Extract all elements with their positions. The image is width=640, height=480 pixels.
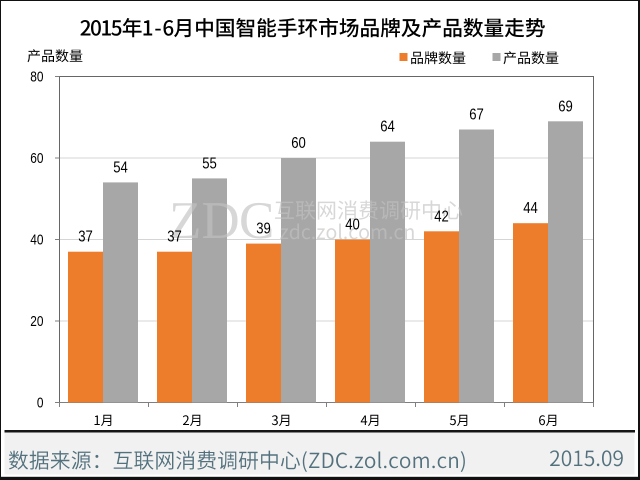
svg-text:67: 67 (469, 106, 484, 123)
svg-text:69: 69 (558, 98, 573, 115)
svg-text:C: C (239, 192, 274, 250)
svg-text:20: 20 (30, 313, 43, 329)
svg-text:44: 44 (523, 200, 538, 217)
svg-text:37: 37 (78, 229, 93, 246)
svg-text:39: 39 (256, 220, 271, 237)
svg-text:55: 55 (202, 155, 217, 172)
svg-text:60: 60 (30, 150, 43, 166)
svg-text:54: 54 (113, 159, 128, 176)
svg-text:37: 37 (167, 229, 182, 246)
svg-text:0: 0 (37, 394, 44, 410)
svg-text:80: 80 (30, 68, 43, 84)
svg-text:40: 40 (30, 231, 43, 247)
svg-text:40: 40 (345, 216, 360, 233)
svg-text:60: 60 (291, 135, 306, 152)
svg-text:64: 64 (380, 119, 395, 136)
svg-text:ZD: ZD (169, 192, 240, 250)
svg-text:42: 42 (434, 208, 449, 225)
